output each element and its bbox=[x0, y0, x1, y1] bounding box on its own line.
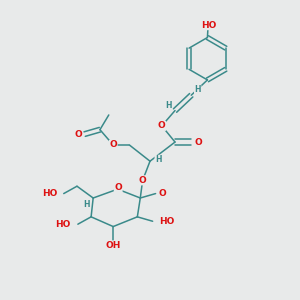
Text: O: O bbox=[109, 140, 117, 149]
Text: H: H bbox=[165, 101, 172, 110]
Text: O: O bbox=[139, 176, 146, 185]
Text: O: O bbox=[114, 183, 122, 192]
Text: O: O bbox=[74, 130, 82, 139]
Text: O: O bbox=[158, 189, 166, 198]
Text: H: H bbox=[83, 200, 90, 209]
Text: OH: OH bbox=[106, 241, 121, 250]
Text: HO: HO bbox=[159, 217, 175, 226]
Text: HO: HO bbox=[42, 189, 57, 198]
Text: HO: HO bbox=[55, 220, 70, 229]
Text: O: O bbox=[195, 137, 203, 146]
Text: O: O bbox=[158, 122, 166, 130]
Text: H: H bbox=[194, 85, 201, 94]
Text: H: H bbox=[155, 155, 161, 164]
Text: HO: HO bbox=[201, 21, 217, 30]
